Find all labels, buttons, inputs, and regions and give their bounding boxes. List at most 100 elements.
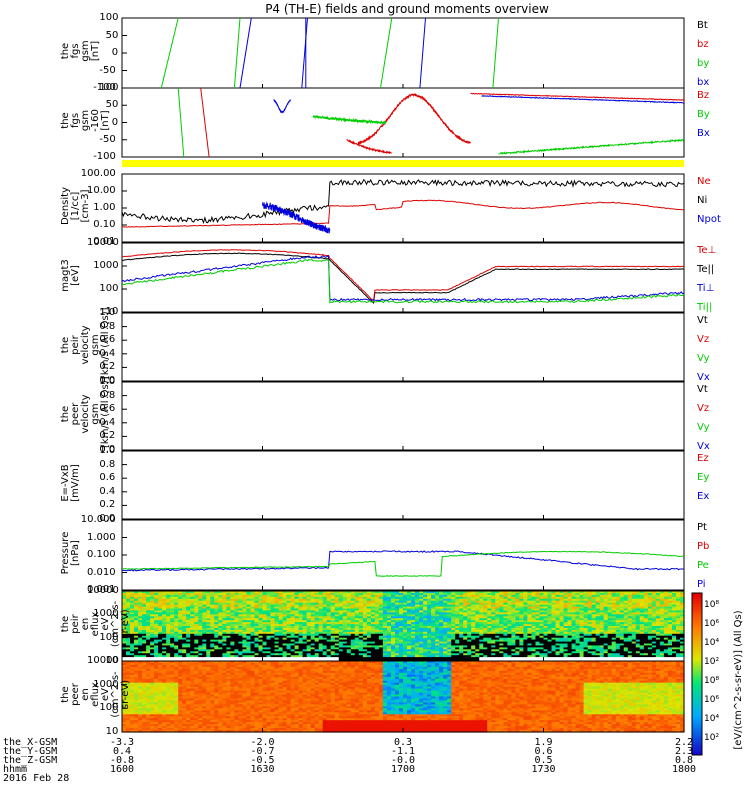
footer-value: 1800 <box>672 764 697 775</box>
y-tick-label: -100 <box>93 151 116 162</box>
y-tick-label: 100 <box>99 283 119 294</box>
y-tick-label: 10.00 <box>87 185 116 196</box>
density-ne <box>121 199 684 228</box>
y-tick-label: 10 <box>105 655 119 666</box>
legend-pressure-Pt: Pt <box>697 522 707 533</box>
y-tick-label: 100.00 <box>80 168 116 179</box>
temp-ti-perp <box>121 255 685 302</box>
y-tick-label: 0.2 <box>99 430 116 442</box>
density-npot <box>262 201 331 234</box>
y-tick-label: 100 <box>99 12 119 23</box>
footer-value: 0.8 <box>675 755 694 766</box>
y-tick-label: 0.6 <box>99 403 116 415</box>
colorbar-tick: 10⁶ <box>704 695 720 705</box>
colorbar-tick: 10² <box>704 657 720 667</box>
y-axis-label-fgs160: the fgs gsm -160 [nT] <box>60 109 111 132</box>
y-tick-label: 1.000 <box>87 531 116 543</box>
legend-density-Ne: Ne <box>697 176 711 187</box>
legend-peirv-Vz: Vz <box>697 334 710 345</box>
y-tick-label: 0.6 <box>99 472 116 484</box>
quality-flag-bar <box>122 160 684 167</box>
y-tick-label: 10000 <box>87 585 119 596</box>
colorbar <box>692 593 702 756</box>
legend-density-Npot: Npot <box>697 214 721 225</box>
fgs-trace-5 <box>419 17 426 89</box>
y-axis-label-density: Density [1/cc] [cm-3] <box>60 186 91 226</box>
y-tick-label: 0 <box>111 116 119 128</box>
y-axis-label-pressure: Pressure [nPa] <box>60 531 81 575</box>
footer-value: -0.7 <box>250 746 275 757</box>
temp-te-par <box>121 252 685 305</box>
fgs160-bz-early <box>200 87 210 158</box>
legend-temp-Te⊥: Te⊥ <box>697 245 717 256</box>
fgs-trace-6 <box>492 17 499 89</box>
temp-ti-par <box>121 258 685 304</box>
legend-efield-Ez: Ez <box>697 453 709 464</box>
y-tick-label: -50 <box>99 64 116 76</box>
y-tick-label: 0.010 <box>87 566 116 578</box>
legend-density-Ni: Ni <box>697 195 708 206</box>
y-tick-label: 0.4 <box>99 347 116 359</box>
fgs160-bz-late <box>470 92 685 102</box>
fgs-trace-3 <box>301 17 308 89</box>
colorbar-label: [eV/(cm^2-s-sr-eV)] (All Qs) <box>733 610 744 750</box>
y-tick-label: 1.00 <box>93 202 116 213</box>
legend-fgs160-Bx: Bx <box>697 128 710 139</box>
y-tick-label: 100 <box>99 82 119 93</box>
legend-peerv-Vz: Vz <box>697 403 710 414</box>
colorbar-tick: 10⁸ <box>704 676 720 686</box>
fgs160-by-early <box>177 87 185 158</box>
fgs160-bx-spike <box>273 99 292 114</box>
y-tick-label: 100 <box>99 631 119 643</box>
legend-peirv-Vy: Vy <box>697 353 710 364</box>
pressure-pi <box>121 550 685 572</box>
pressure-pe <box>122 550 685 577</box>
footer-value: -1.1 <box>391 746 416 757</box>
footer-value: 1600 <box>110 764 135 775</box>
legend-temp-Te||: Te|| <box>697 264 715 275</box>
footer-value: 1630 <box>250 764 275 775</box>
footer-row-label: hhmm <box>3 764 28 775</box>
y-tick-label: 0.001 <box>87 584 116 595</box>
y-tick-label: 0.8 <box>99 458 116 470</box>
peir-spectrogram <box>122 591 685 662</box>
fgs160-by-late <box>498 138 685 156</box>
fgs160-by <box>312 114 387 125</box>
legend-peerv-Vx: Vx <box>697 441 710 452</box>
footer-value: 1730 <box>531 764 556 775</box>
footer-value: 2.3 <box>675 746 694 757</box>
fgs-trace-0 <box>160 17 179 89</box>
y-tick-label: 1.0 <box>99 445 116 456</box>
legend-peerv-Vy: Vy <box>697 422 710 433</box>
y-tick-label: 50 <box>105 99 119 111</box>
footer-value: 1700 <box>391 764 416 775</box>
y-tick-label: 0.01 <box>93 236 116 247</box>
footer-value: 1.9 <box>534 737 553 748</box>
y-tick-label: 0.2 <box>99 361 116 373</box>
y-tick-label: 10.000 <box>80 514 116 525</box>
y-tick-label: -100 <box>93 82 116 93</box>
footer-value: 0.3 <box>394 737 413 748</box>
panel-frame-fgs <box>121 17 685 89</box>
y-axis-label-efield: E=-VxB [mV/m] <box>60 464 81 502</box>
legend-fgs160-Bz: Bz <box>697 90 710 101</box>
temp-te-perp <box>121 249 685 302</box>
panel-frame-peirv <box>121 312 685 382</box>
y-tick-label: 10 <box>105 726 119 737</box>
footer-value: 0.6 <box>534 746 553 757</box>
peer-spectrogram <box>122 661 685 733</box>
y-tick-label: 1.0 <box>99 376 116 387</box>
figure-title: P4 (TH-E) fields and ground moments over… <box>265 2 549 16</box>
footer-date: 2016 Feb 28 <box>3 773 70 784</box>
fgs-trace-1 <box>233 17 241 89</box>
y-axis-label-peirv: the peir velocity gsm [km/s (All Qs)] <box>60 307 111 379</box>
y-axis-label-peirflux: the peir en eflux eV (cm^2-s-sr-eV) <box>60 600 131 648</box>
y-tick-label: 0 <box>111 47 119 58</box>
footer-row-label: the_Y-GSM <box>3 746 58 757</box>
fgs-trace-2 <box>239 17 252 89</box>
y-tick-label: 0.8 <box>99 320 116 332</box>
fgs-trace-4 <box>380 17 393 89</box>
y-tick-label: 0.8 <box>99 389 116 401</box>
legend-peirv-Vx: Vx <box>697 372 710 383</box>
